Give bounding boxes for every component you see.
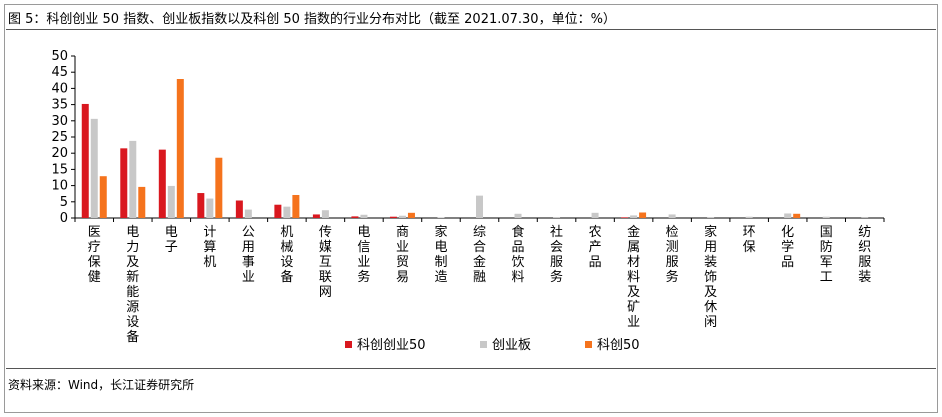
- category-label: 社会服务: [550, 224, 563, 285]
- legend-label: 创业板: [492, 338, 531, 353]
- bar-科创50-机械设备: [292, 194, 300, 218]
- bar-科创创业50-商业贸易: [389, 216, 397, 218]
- y-tick-label: 0: [60, 211, 68, 226]
- bar-科创50-计算机: [215, 157, 223, 218]
- y-tick-label: 40: [51, 81, 68, 96]
- bar-科创创业50-电力及新能源设备: [120, 148, 128, 218]
- category-label: 检测服务: [666, 225, 679, 285]
- bar-创业板-商业贸易: [398, 215, 406, 218]
- bar-科创创业50-电子: [158, 149, 166, 218]
- figure-frame: [4, 4, 938, 413]
- bar-科创创业50-计算机: [197, 193, 205, 218]
- bar-创业板-环保: [745, 216, 753, 218]
- bar-科创创业50-传媒互联网: [312, 214, 320, 218]
- legend-swatch: [585, 341, 592, 348]
- y-tick-label: 25: [51, 130, 68, 145]
- figure-title: 图 5：科创创业 50 指数、创业板指数以及科创 50 指数的行业分布对比（截至…: [8, 12, 616, 27]
- category-label: 电信业务: [357, 225, 370, 285]
- bar-科创50-电子: [176, 79, 184, 218]
- category-label: 环保: [743, 225, 756, 255]
- bar-创业板-医疗保健: [90, 118, 98, 218]
- bar-科创创业50-电信业务: [351, 216, 359, 218]
- bar-科创50-化学品: [793, 213, 801, 218]
- bar-创业板-金属材料及矿业: [630, 215, 638, 218]
- bar-创业板-计算机: [206, 198, 214, 218]
- bar-创业板-综合金融: [476, 195, 483, 218]
- legend: 科创创业50 创业板 科创50: [345, 338, 640, 353]
- bars: [81, 79, 869, 218]
- category-label: 医疗保健: [88, 225, 101, 285]
- y-tick-label: 45: [51, 65, 68, 80]
- bar-创业板-传媒互联网: [321, 210, 329, 218]
- category-label: 化学品: [781, 225, 794, 270]
- category-labels: 医疗保健 电力及新能源设备 电子 计算机 公用事业 机械设备 传媒互联网 电信业务 商业贸易 家电…: [88, 224, 871, 345]
- legend-swatch: [345, 341, 352, 348]
- category-label: 综合金融: [473, 225, 486, 285]
- bar-创业板-食品饮料: [514, 213, 522, 218]
- bar-创业板-电信业务: [360, 214, 368, 218]
- y-tick-label: 50: [51, 49, 68, 64]
- bar-科创创业50-金属材料及矿业: [621, 217, 629, 218]
- y-tick-label: 35: [51, 98, 68, 113]
- bar-创业板-化学品: [784, 213, 792, 218]
- category-label: 家用装饰及休闲: [704, 224, 717, 330]
- bar-创业板-机械设备: [283, 206, 291, 218]
- source-divider: [6, 368, 936, 369]
- category-label: 公用事业: [242, 225, 255, 285]
- bar-科创50-商业贸易: [407, 212, 415, 218]
- y-tick-label: 30: [51, 114, 68, 129]
- bar-创业板-电力及新能源设备: [129, 140, 137, 218]
- category-label: 商业贸易: [396, 225, 409, 285]
- y-tick-label: 20: [51, 146, 68, 161]
- category-label: 家电制造: [434, 224, 447, 285]
- legend-swatch: [480, 341, 487, 348]
- category-label: 农产品: [589, 225, 602, 270]
- legend-label: 科创创业50: [357, 338, 426, 353]
- category-label: 纺织服装: [858, 225, 871, 285]
- y-tick-label: 10: [51, 179, 68, 194]
- title-divider: [6, 29, 936, 30]
- bar-创业板-公用事业: [244, 209, 252, 218]
- bar-科创50-金属材料及矿业: [639, 212, 647, 218]
- bar-创业板-社会服务: [553, 217, 561, 218]
- category-label: 电子: [165, 225, 178, 255]
- category-label: 国防军工: [820, 225, 833, 285]
- category-label: 食品饮料: [512, 224, 525, 285]
- bar-创业板-农产品: [591, 212, 599, 218]
- y-tick-label: 15: [51, 162, 68, 177]
- category-label: 传媒互联网: [319, 225, 332, 300]
- bar-科创50-电力及新能源设备: [138, 186, 146, 218]
- bar-创业板-检测服务: [668, 214, 676, 218]
- source-note: 资料来源：Wind，长江证券研究所: [8, 378, 195, 392]
- category-label: 计算机: [203, 225, 216, 270]
- category-label: 机械设备: [280, 225, 293, 285]
- bar-创业板-国防军工: [822, 216, 830, 218]
- legend-label: 科创50: [597, 338, 640, 353]
- bar-创业板-家电制造: [437, 217, 445, 218]
- category-label: 金属材料及矿业: [627, 224, 640, 330]
- bar-科创创业50-医疗保健: [81, 103, 89, 218]
- bar-科创创业50-机械设备: [274, 204, 282, 218]
- category-label: 电力及新能源设备: [126, 225, 139, 345]
- bar-科创50-医疗保健: [99, 176, 107, 218]
- bar-科创创业50-公用事业: [235, 200, 243, 218]
- y-tick-label: 5: [60, 195, 68, 210]
- bar-创业板-家用装饰及休闲: [707, 217, 715, 218]
- bar-创业板-电子: [167, 185, 175, 218]
